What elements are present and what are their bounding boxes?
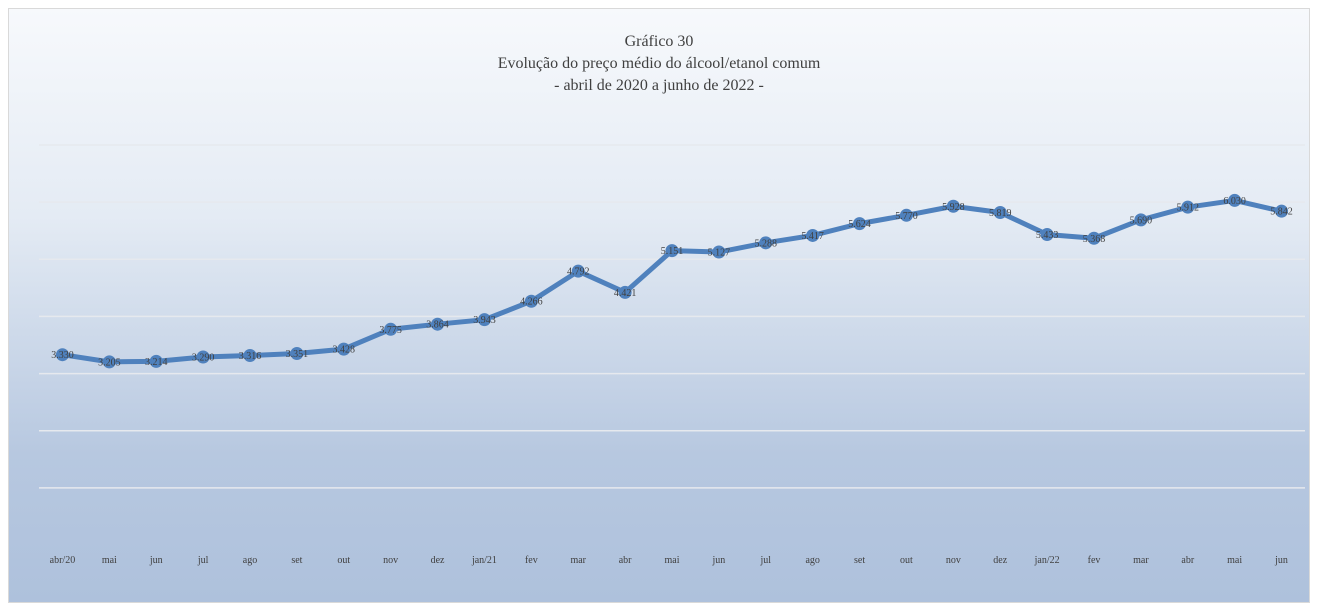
data-label: 3.943 [473,315,496,326]
data-point [1228,193,1242,207]
data-label: 3.205 [98,357,121,368]
data-label: 5.151 [661,246,684,257]
data-point [384,322,398,336]
x-tick-label: ago [243,555,257,566]
chart-subtitle-period: - abril de 2020 a junho de 2022 - [554,77,764,94]
x-axis-ticks: abr/20 mai jun jul ago set out nov dez jan/21 fev m… [50,555,1288,566]
data-point [55,348,69,362]
data-label: 3.330 [51,350,74,361]
x-tick-label: out [337,555,350,566]
data-label: 6.030 [1223,196,1246,207]
data-point [806,228,820,242]
data-point [712,245,726,259]
chart-area: Gráfico 30 Evolução do preço médio do ál… [8,8,1310,603]
data-point [1134,213,1148,227]
data-point [477,313,491,327]
data-point [946,199,960,213]
data-label: 5.912 [1177,203,1200,214]
data-point [993,205,1007,219]
chart-title: Gráfico 30 [624,33,694,50]
x-tick-label: mai [1227,555,1242,566]
data-label: 5.624 [848,219,871,230]
x-tick-label: out [900,555,913,566]
data-point [431,317,445,331]
x-tick-label: fev [1088,555,1101,566]
data-point [1040,228,1054,242]
data-label: 5.842 [1270,207,1293,218]
data-point [1275,204,1289,218]
x-tick-label: jul [197,555,209,566]
data-point [243,349,257,363]
x-tick-label: set [291,555,302,566]
data-label: 3.290 [192,353,215,364]
x-tick-label: ago [805,555,819,566]
x-tick-label: nov [946,555,961,566]
series-line [59,197,1285,365]
data-label: 3.775 [379,325,402,336]
data-point [196,350,210,364]
data-label: 4.792 [567,267,590,278]
data-point [102,355,116,369]
x-tick-label: jun [711,555,725,566]
data-label: 5.690 [1130,215,1153,226]
chart-subtitle: Evolução do preço médio do álcool/etanol… [497,55,821,72]
data-label: 5.770 [895,211,918,222]
x-tick-label: nov [383,555,398,566]
data-label: 3.864 [426,320,449,331]
x-tick-label: abr [619,555,632,566]
x-tick-label: jun [1274,555,1288,566]
x-tick-label: mar [570,555,586,566]
data-point [290,347,304,361]
data-label: 5.433 [1036,230,1059,241]
x-tick-label: abr [1181,555,1194,566]
data-point [571,264,585,278]
data-label: 4.421 [614,288,637,299]
data-label: 3.214 [145,357,168,368]
data-point [853,217,867,231]
series-line-layer [59,197,1285,365]
x-tick-label: mai [665,555,680,566]
data-point [149,354,163,368]
x-tick-label: mar [1133,555,1149,566]
data-label: 5.288 [755,238,778,249]
data-point [1181,200,1195,214]
data-label: 4.266 [520,297,543,308]
data-point [1087,231,1101,245]
data-point [665,244,679,258]
line-chart: 3.330 3.205 3.214 3.290 3.316 3.351 3.428 3.775… [39,144,1305,566]
data-labels: 3.330 3.205 3.214 3.290 3.316 3.351 3.428 3.775… [51,196,1293,368]
data-label: 5.928 [942,202,965,213]
x-tick-label: dez [431,555,445,566]
x-tick-label: jul [759,555,771,566]
data-label: 5.368 [1083,234,1106,245]
x-tick-label: jun [149,555,163,566]
data-label: 3.428 [333,345,356,356]
data-markers [55,193,1289,369]
x-tick-label: abr/20 [50,555,76,566]
data-point [899,208,913,222]
data-label: 3.316 [239,351,262,362]
data-label: 5.417 [801,231,824,242]
x-tick-label: fev [525,555,538,566]
data-label: 3.351 [286,349,309,360]
x-tick-label: jan/21 [471,555,497,566]
data-point [524,294,538,308]
data-label: 5.127 [708,248,731,259]
x-tick-label: mai [102,555,117,566]
x-tick-label: dez [993,555,1007,566]
x-tick-label: jan/22 [1034,555,1060,566]
data-point [759,236,773,250]
gridlines [39,144,1305,489]
data-label: 5.819 [989,208,1012,219]
chart-titles: Gráfico 30 Evolução do preço médio do ál… [9,31,1309,97]
data-point [337,342,351,356]
x-tick-label: set [854,555,865,566]
data-point [618,285,632,299]
